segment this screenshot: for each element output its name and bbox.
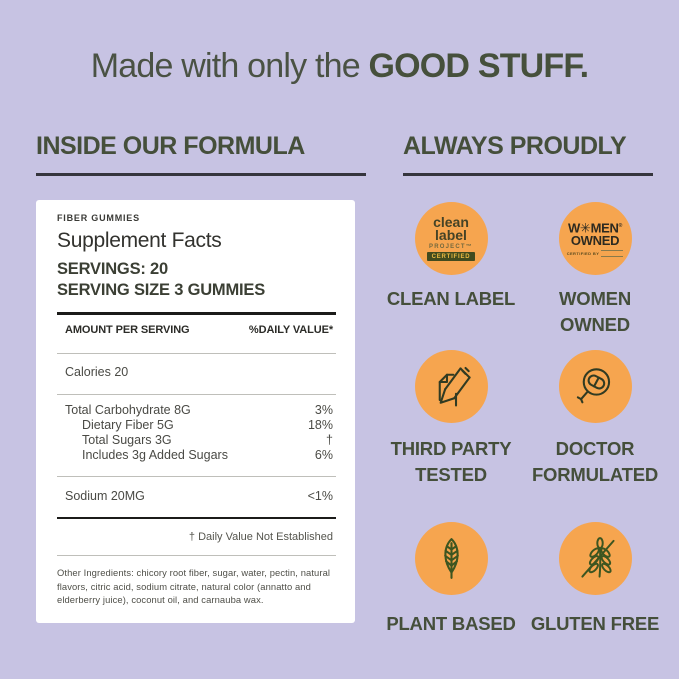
seal-line: label: [435, 226, 467, 243]
right-divider: [403, 173, 653, 176]
women-owned-seal: W✳MEN® OWNED CERTIFIED BY: [558, 202, 632, 275]
row-label: Includes 3g Added Sugars: [82, 448, 228, 463]
badge-circle: [558, 522, 632, 595]
table-row-sodium: Sodium 20MG <1%: [57, 489, 336, 504]
row-label: Calories 20: [65, 364, 129, 379]
document-pencil-icon: [438, 366, 471, 407]
table-header: AMOUNT PER SERVING %DAILY VALUE*: [57, 324, 336, 337]
carbohydrate-group: Total Carbohydrate 8G 3% Dietary Fiber 5…: [57, 403, 336, 464]
left-section-heading: INSIDE OUR FORMULA: [36, 132, 305, 160]
seal-text: W✳MEN® OWNED CERTIFIED BY: [566, 220, 624, 258]
row-label: Dietary Fiber 5G: [82, 417, 174, 432]
row-value: <1%: [307, 488, 333, 503]
card-kicker: FIBER GUMMIES: [57, 213, 140, 223]
headline-regular: Made with only the: [90, 47, 369, 85]
badge-circle: [414, 522, 488, 595]
serving-size: SERVING SIZE 3 GUMMIES: [57, 281, 266, 299]
seal-line: OWNED: [570, 233, 620, 249]
badge-circle: [414, 350, 488, 423]
row-label: Total Carbohydrate 8G: [65, 402, 191, 417]
certified-by-text: CERTIFIED BY: [566, 250, 600, 256]
column-amount-per-serving: AMOUNT PER SERVING: [65, 323, 190, 336]
badge-label: CLEAN LABEL: [386, 288, 516, 309]
table-divider: [57, 352, 336, 354]
table-divider: [57, 393, 336, 395]
badge-row-1: clean label PROJECT™ CERTIFIED CLEAN LAB…: [379, 202, 667, 338]
row-label: Total Sugars 3G: [82, 433, 172, 448]
seal-line: W✳MEN®: [568, 220, 622, 234]
leaf-icon: [443, 538, 459, 579]
badge-label: GLUTEN FREE: [530, 613, 660, 634]
left-divider: [36, 173, 366, 176]
badge-doctor-formulated: DOCTOR FORMULATED: [523, 350, 667, 488]
certified-by-line: CERTIFIED BY: [566, 250, 624, 258]
table-rule-top: [57, 312, 336, 315]
magnifier-pill-icon: [576, 368, 610, 404]
card-title: Supplement Facts: [57, 229, 222, 252]
seal-line: PROJECT™: [429, 243, 473, 250]
badge-women-owned: W✳MEN® OWNED CERTIFIED BY WOMEN OWNED: [523, 202, 667, 338]
badge-label: THIRD PARTY TESTED: [390, 438, 512, 485]
badge-gluten-free: GLUTEN FREE: [523, 522, 667, 637]
row-value: 18%: [307, 417, 333, 432]
wheat-slash-icon: [580, 537, 615, 578]
row-value: 6%: [314, 448, 333, 463]
row-value: †: [326, 433, 333, 448]
table-row-total-sugars: Total Sugars 3G †: [57, 433, 336, 448]
badge-label: PLANT BASED: [386, 613, 516, 634]
micro-text-block: [601, 250, 624, 258]
headline-bold: GOOD STUFF.: [368, 47, 589, 85]
row-value: 3%: [314, 402, 333, 417]
badge-row-3: PLANT BASED GLUTEN FREE: [379, 522, 667, 637]
other-ingredients: Other Ingredients: chicory root fiber, s…: [57, 567, 331, 606]
seal-text: clean label PROJECT™ CERTIFIED: [426, 213, 476, 262]
badge-row-2: THIRD PARTY TESTED DOCTOR FORMULATED: [379, 350, 667, 488]
right-section-heading: ALWAYS PROUDLY: [403, 132, 627, 160]
badge-circle: [558, 350, 632, 423]
servings-count: SERVINGS: 20: [57, 260, 169, 278]
badge-label: DOCTOR FORMULATED: [531, 438, 659, 485]
table-row-calories: Calories 20: [57, 365, 336, 380]
badge-label: WOMEN OWNED: [559, 288, 631, 335]
badge-third-party-tested: THIRD PARTY TESTED: [379, 350, 523, 488]
table-row-dietary-fiber: Dietary Fiber 5G 18%: [57, 418, 336, 433]
supplement-facts-card: FIBER GUMMIES Supplement Facts SERVINGS:…: [36, 200, 355, 623]
table-divider: [57, 475, 336, 477]
certified-tag: CERTIFIED: [426, 252, 476, 262]
table-rule-bottom: [57, 516, 336, 520]
headline: Made with only the GOOD STUFF.: [0, 46, 679, 86]
registered-mark: ®: [618, 222, 623, 229]
table-divider: [57, 555, 336, 557]
row-label: Sodium 20MG: [65, 488, 145, 503]
column-daily-value: %DAILY VALUE*: [248, 323, 333, 336]
clean-label-project-seal: clean label PROJECT™ CERTIFIED: [414, 202, 488, 275]
women-word: W✳MEN: [568, 220, 619, 236]
table-row-added-sugars: Includes 3g Added Sugars 6%: [57, 448, 336, 463]
seal-line: clean: [433, 213, 469, 230]
badge-clean-label: clean label PROJECT™ CERTIFIED CLEAN LAB…: [379, 202, 523, 338]
daily-value-footnote: † Daily Value Not Established: [188, 531, 333, 544]
table-row-total-carbohydrate: Total Carbohydrate 8G 3%: [57, 403, 336, 418]
badge-plant-based: PLANT BASED: [379, 522, 523, 637]
